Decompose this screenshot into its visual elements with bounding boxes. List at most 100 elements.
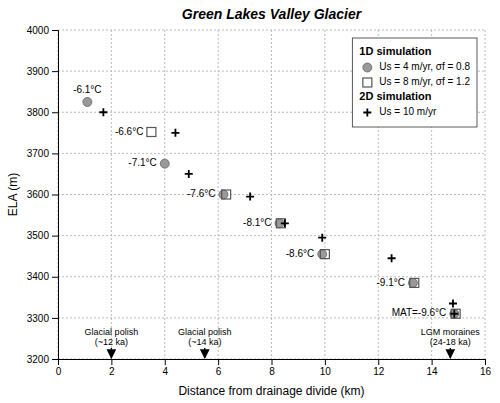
point [222,190,231,199]
point [83,97,92,106]
point [410,278,419,287]
point [451,309,460,318]
series [99,108,458,318]
y-tick: 3800 [27,107,58,118]
point-label: -6.6°C [115,126,143,137]
y-tick-label: 3900 [27,66,50,77]
y-tick: 3200 [27,354,58,365]
grid-line-y [58,30,485,31]
y-tick-mark [52,318,58,319]
x-tick-mark [165,359,166,365]
point [320,250,329,259]
x-tick-label: 0 [56,366,62,377]
grid [58,30,485,359]
y-tick: 3600 [27,189,58,200]
annotation: LGM moraines(24-18 ka) [421,327,481,347]
grid-line-x [164,30,165,359]
x-tick-label: 14 [427,366,439,377]
x-tick-label: 2 [109,366,115,377]
annotation-line: (~12 ka) [95,337,128,347]
legend-label: Us = 4 m/yr, σf = 0.8 [379,61,470,72]
annotation-arrow [450,348,451,358]
annotation-line: (24-18 ka) [430,337,471,347]
y-tick-mark [52,195,58,196]
point [450,310,458,318]
y-tick-mark [52,71,58,72]
point [99,108,107,116]
y-tick: 3700 [27,148,58,159]
legend-box [352,38,477,127]
x-axis: 0 2 4 6 8 10 12 14 16 [56,359,492,377]
x-tick: 4 [162,359,168,377]
y-tick-label: 3600 [27,189,50,200]
point [171,129,179,137]
x-tick: 6 [216,359,222,377]
x-tick-mark [218,359,219,365]
grid-line-x [324,30,325,359]
grid-line-y [58,276,485,277]
point-label: -7.1°C [128,157,156,168]
points [83,97,460,318]
legend: 1D simulationUs = 4 m/yr, σf = 0.8Us = 8… [352,38,477,127]
y-tick-mark [52,30,58,31]
title: Green Lakes Valley Glacier [182,6,363,22]
legend-label: Us = 10 m/yr [379,106,437,117]
x-tick-label: 6 [216,366,222,377]
point-label: MAT=-9.6°C [392,307,447,318]
x-axis-title: Distance from drainage divide (km) [178,384,364,398]
annotation-line: LGM moraines [421,327,481,337]
annotation: Glacial polish(~14 ka) [178,327,232,347]
annotation-line: Glacial polish [178,327,232,337]
y-tick-label: 3700 [27,148,50,159]
point [281,219,289,227]
series [147,127,460,318]
annotation-arrow [204,348,205,358]
x-tick-mark [272,359,273,365]
point-label: -8.1°C [243,217,271,228]
x-tick-label: 4 [162,366,168,377]
y-tick-label: 3800 [27,107,50,118]
point-label: -6.1°C [73,84,101,95]
x-tick-label: 16 [480,366,492,377]
y-tick: 3500 [27,230,58,241]
x-axis-line [59,360,486,366]
x-tick-label: 12 [373,366,385,377]
x-tick: 8 [269,359,275,377]
annotations: Glacial polish(~12 ka)Glacial polish(~14… [85,327,481,358]
point [318,250,327,259]
point [449,299,457,307]
x-tick-mark [111,359,112,365]
annotation: Glacial polish(~12 ka) [85,327,139,347]
x-tick: 16 [480,359,492,377]
point [246,193,254,201]
legend-header: 2D simulation [359,90,431,102]
y-tick-label: 3300 [27,313,50,324]
y-tick-mark [52,359,58,360]
legend-header: 1D simulation [359,45,431,57]
point [318,234,326,242]
point [219,190,228,199]
plot: 0246810121416320033003400350036003700380… [27,25,492,377]
legend-symbol [363,78,372,87]
x-tick-mark [432,359,433,365]
x-tick: 14 [427,359,439,377]
point-label: -7.6°C [187,188,215,199]
x-tick-mark [485,359,486,365]
x-tick: 10 [320,359,332,377]
y-tick-label: 3200 [27,354,50,365]
y-tick: 4000 [27,25,58,36]
y-tick-label: 3500 [27,230,50,241]
x-tick-mark [378,359,379,365]
x-tick: 2 [109,359,115,377]
series [83,97,459,318]
x-tick-label: 10 [320,366,332,377]
y-axis-line [52,31,59,360]
y-tick-mark [52,277,58,278]
legend-symbol [363,109,371,117]
point-label: -8.6°C [286,248,314,259]
grid-line-y [58,194,485,195]
y-tick-label: 4000 [27,25,50,36]
point-label: -9.1°C [376,277,404,288]
annotation-arrow [111,348,112,358]
chart: 0246810121416320033003400350036003700380… [0,0,500,403]
